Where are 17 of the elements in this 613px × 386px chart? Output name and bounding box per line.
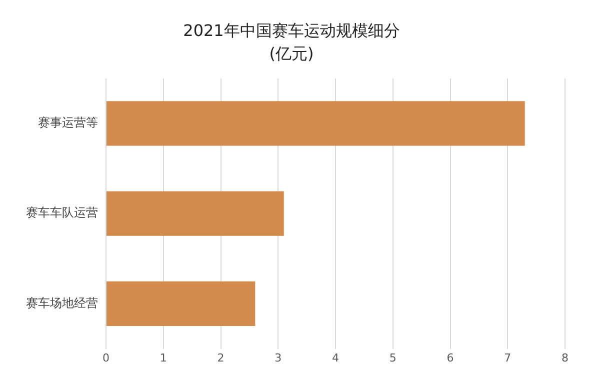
bar: [106, 101, 525, 146]
x-tick-label: 8: [562, 351, 568, 364]
x-tick-label: 0: [102, 351, 110, 364]
x-tick-label: 3: [274, 351, 282, 364]
x-tick-label: 2: [217, 351, 224, 364]
chart-title: 2021年中国赛车运动规模细分: [183, 20, 400, 40]
x-tick-label: 5: [389, 351, 396, 364]
bar: [106, 281, 256, 326]
x-tick-label: 4: [332, 351, 339, 364]
x-tick-label: 1: [160, 351, 167, 364]
x-tick-label: 6: [446, 351, 454, 364]
y-tick-label: 赛车车队运营: [26, 206, 98, 220]
y-tick-label: 赛事运营等: [38, 116, 98, 130]
x-tick-label: 7: [504, 351, 512, 364]
bar: [106, 191, 284, 236]
chart-subtitle: (亿元): [269, 44, 314, 63]
y-tick-label: 赛车场地经营: [26, 296, 98, 310]
